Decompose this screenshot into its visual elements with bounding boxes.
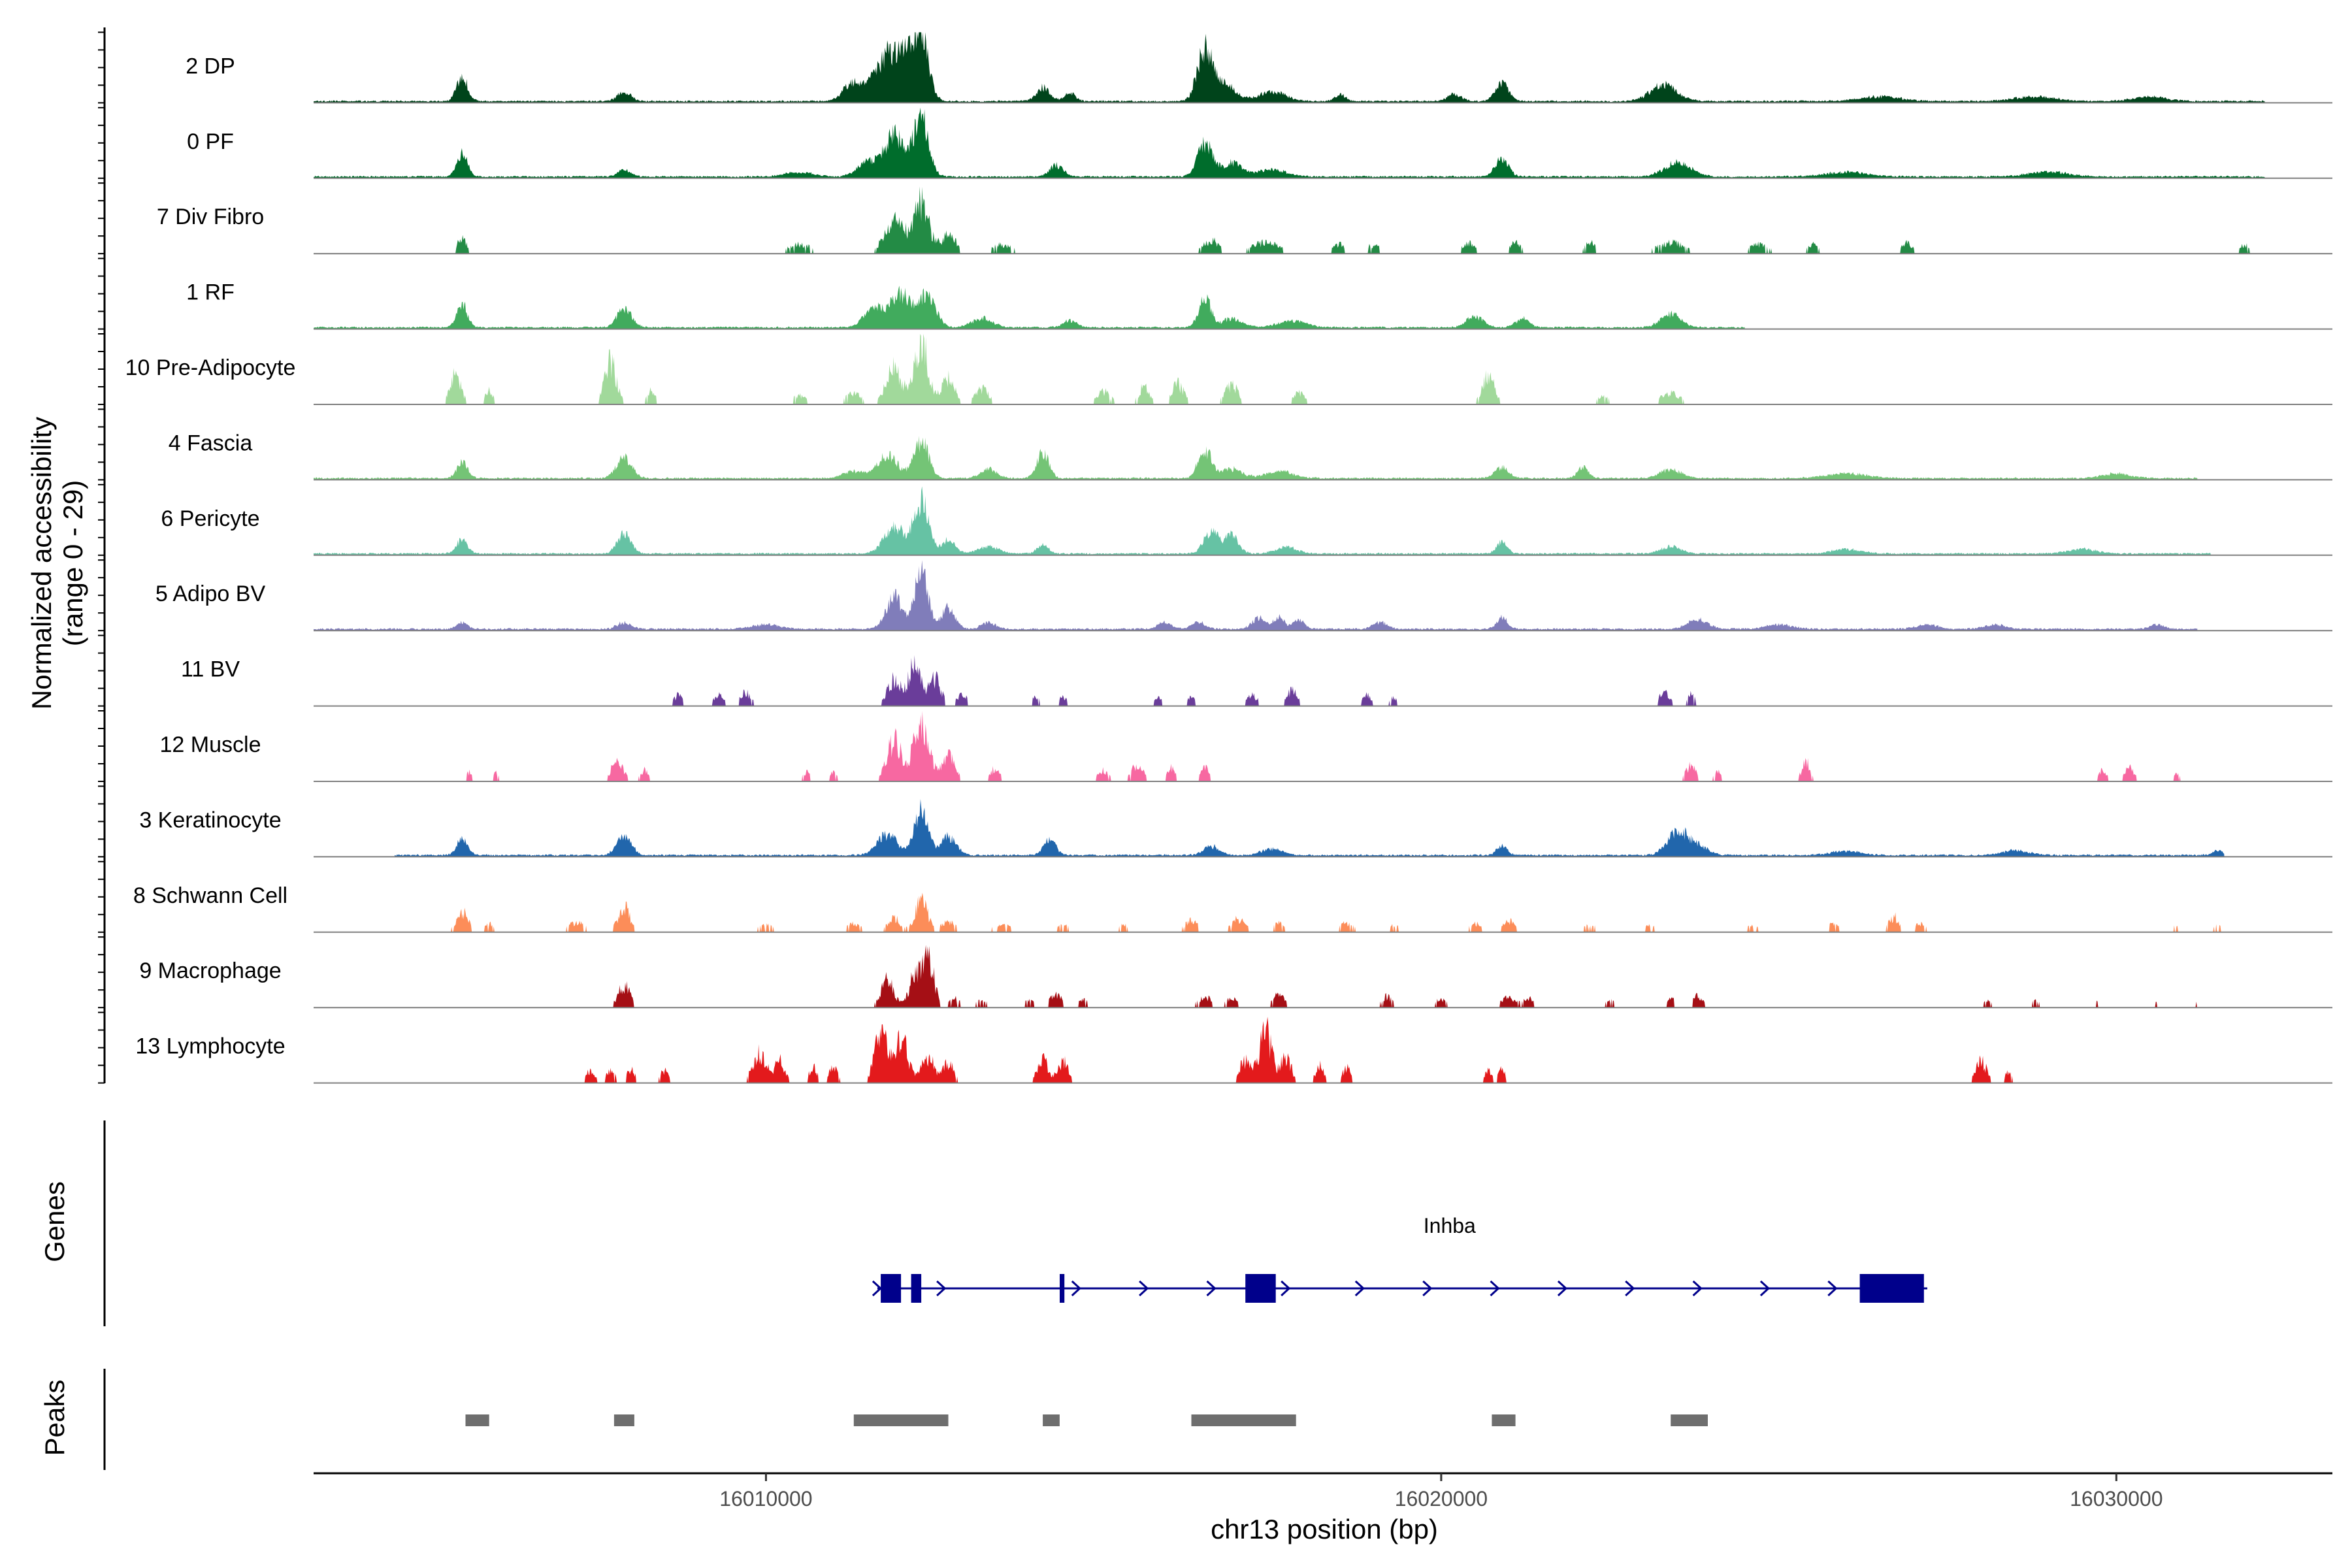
track-6-pericyte: 6 Pericyte [161,486,2332,556]
track-0-pf: 0 PF [187,107,2332,179]
gene-inhba: Inhba [872,1214,1927,1303]
gene-exon [1859,1274,1924,1303]
coverage-area [314,560,2198,631]
peak-region [1191,1414,1296,1426]
track-label: 6 Pericyte [161,506,259,531]
track-label: 12 Muscle [160,732,261,757]
peak-region [613,1414,634,1426]
gene-exon [1245,1274,1276,1303]
track-7-div-fibro: 7 Div Fibro [157,186,2332,255]
track-3-keratinocyte: 3 Keratinocyte [139,799,2332,858]
track-11-bv: 11 BV [181,655,2332,707]
strand-arrow [1557,1280,1568,1297]
x-axis-ticks: 16010000 16020000 16030000 [719,1473,2163,1511]
coverage-area [442,892,2225,932]
x-tick-label: 16020000 [1395,1487,1488,1511]
coverage-area [395,799,2225,857]
track-label: 8 Schwann Cell [133,883,287,908]
track-label: 11 BV [181,657,240,682]
track-label: 7 Div Fibro [157,204,264,229]
strand-arrow [1071,1280,1082,1297]
peak-regions [465,1414,1708,1426]
peaks-panel-label: Peaks [39,1380,70,1456]
coverage-area [671,655,1698,706]
gene-annotation: Inhba [872,1214,1927,1303]
track-5-adipo-bv: 5 Adipo BV [155,560,2332,632]
coverage-area [314,436,2198,480]
strand-arrow [872,1280,883,1297]
coverage-area [610,945,2198,1008]
peak-region [1492,1414,1516,1426]
track-9-macrophage: 9 Macrophage [139,945,2332,1009]
track-10-pre-adipocyte: 10 Pre-Adipocyte [125,334,2332,405]
genes-panel-label: Genes [39,1181,70,1262]
gene-exon [1060,1274,1065,1303]
coverage-area [314,107,2265,178]
track-label: 1 RF [186,280,235,305]
strand-arrow [1139,1280,1149,1297]
strand-arrow [1827,1280,1838,1297]
peak-region [465,1414,489,1426]
track-12-muscle: 12 Muscle [160,711,2332,782]
coverage-area [455,186,2259,254]
track-label: 5 Adipo BV [155,581,266,606]
gene-exon [881,1274,902,1303]
track-label: 13 Lymphocyte [135,1034,285,1059]
peak-region [1043,1414,1060,1426]
y-axis-range-title: (range 0 - 29) [57,480,88,646]
track-label: 2 DP [186,54,235,78]
track-4-fascia: 4 Fascia [169,431,2332,481]
track-label: 9 Macrophage [139,958,281,983]
x-axis-title: chr13 position (bp) [1211,1514,1438,1544]
track-2-dp: 2 DP [186,32,2332,104]
track-13-lymphocyte: 13 Lymphocyte [135,1017,2332,1084]
y-axis-title: Normalized accessibility [26,417,57,710]
strand-arrow [1281,1280,1291,1297]
coverage-area [462,711,2184,781]
coverage-area [408,334,1705,404]
track-label: 3 Keratinocyte [139,808,281,832]
coverage-area [314,32,2265,103]
coverage-tracks: 2 DP 0 PF 7 Div Fibro 1 RF 10 Pre-Adipocyte 4… [125,32,2332,1084]
coverage-area [314,486,2211,555]
x-tick-label: 16010000 [719,1487,812,1511]
strand-arrow [1692,1280,1703,1297]
track-label: 10 Pre-Adipocyte [125,355,296,380]
x-tick-label: 16030000 [2070,1487,2163,1511]
coverage-area [583,1017,2016,1083]
strand-arrow [936,1280,947,1297]
peak-region [853,1414,949,1426]
peak-region [1671,1414,1708,1426]
coverage-area [314,286,1745,329]
strand-arrow [1422,1280,1433,1297]
strand-arrow [1206,1280,1217,1297]
strand-arrow [1490,1280,1500,1297]
gene-exon [911,1274,922,1303]
gene-label: Inhba [1424,1214,1476,1237]
strand-arrow [1354,1280,1365,1297]
track-1-rf: 1 RF [186,280,2332,330]
tracks-y-ticks [98,31,105,1084]
strand-arrow [1759,1280,1771,1297]
strand-arrow [1625,1280,1635,1297]
track-label: 4 Fascia [169,431,253,455]
track-label: 0 PF [187,129,234,154]
track-8-schwann-cell: 8 Schwann Cell [133,883,2332,933]
